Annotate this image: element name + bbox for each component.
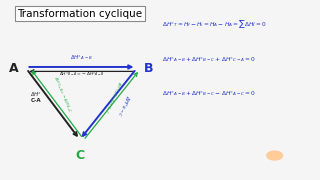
Text: $\Delta H°_{A-B}+\Delta H°_{B-C}-\Delta H°_{A-C}=0$: $\Delta H°_{A-B}+\Delta H°_{B-C}-\Delta …: [162, 89, 255, 98]
Text: $\Delta H°_T=H_f-H_i=H_A-H_A=\sum\Delta Hi=0$: $\Delta H°_T=H_f-H_i=H_A-H_A=\sum\Delta …: [162, 19, 266, 30]
Text: Transformation cyclique: Transformation cyclique: [17, 9, 142, 19]
Text: C: C: [75, 149, 84, 162]
Circle shape: [267, 151, 283, 160]
Text: $\Delta H°_{A-B}$: $\Delta H°_{A-B}$: [70, 53, 93, 62]
Text: B: B: [144, 62, 154, 75]
Text: $\Delta H°_{C-A}=-\Delta H°_{A-C}$: $\Delta H°_{C-A}=-\Delta H°_{A-C}$: [51, 75, 73, 114]
Text: $\Delta H°_{B-A}=-\Delta H°_{A-B}$: $\Delta H°_{B-A}=-\Delta H°_{A-B}$: [59, 71, 104, 78]
Text: $\Delta H°_{B-C}$: $\Delta H°_{B-C}$: [115, 93, 132, 117]
Text: A: A: [9, 62, 19, 75]
Text: $\Delta H°_{A-B}+\Delta H°_{B-C}+\Delta H°_{C-A}=0$: $\Delta H°_{A-B}+\Delta H°_{B-C}+\Delta …: [162, 55, 255, 64]
Text: $\Delta H°$
C-A: $\Delta H°$ C-A: [30, 90, 42, 103]
Text: $\Delta H°_{C-B}=\Delta H°_{B-C}$: $\Delta H°_{C-B}=\Delta H°_{B-C}$: [102, 79, 123, 114]
